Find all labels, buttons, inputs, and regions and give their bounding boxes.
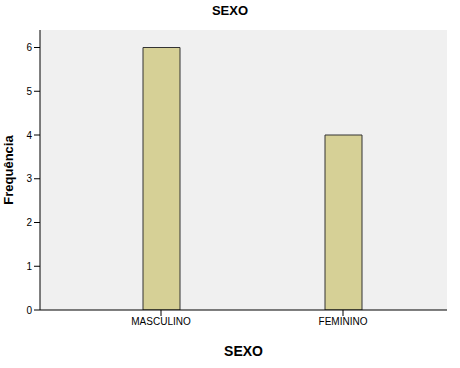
svg-text:1: 1 <box>26 261 32 272</box>
svg-text:0: 0 <box>26 305 32 316</box>
svg-text:5: 5 <box>26 86 32 97</box>
svg-text:FEMININO: FEMININO <box>319 316 368 327</box>
svg-text:2: 2 <box>26 217 32 228</box>
svg-text:3: 3 <box>26 173 32 184</box>
svg-text:Frequência: Frequência <box>8 135 16 205</box>
svg-text:SEXO: SEXO <box>224 343 263 359</box>
svg-text:MASCULINO: MASCULINO <box>131 316 191 327</box>
html-text:SEXO: SEXO <box>211 3 249 18</box>
svg-text:6: 6 <box>26 42 32 53</box>
svg-text:4: 4 <box>26 130 32 141</box>
